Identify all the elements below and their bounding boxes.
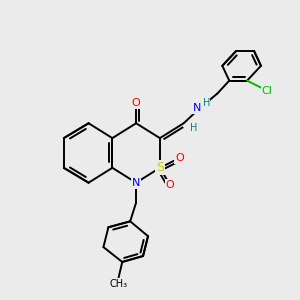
Text: CH₃: CH₃ [109, 279, 128, 289]
Text: H: H [202, 98, 210, 108]
Text: S: S [156, 161, 164, 174]
Text: N: N [193, 103, 202, 113]
Text: O: O [165, 180, 174, 190]
Text: Cl: Cl [262, 85, 272, 96]
Text: O: O [175, 153, 184, 163]
Text: H: H [190, 123, 197, 133]
Text: O: O [132, 98, 140, 108]
Text: N: N [132, 178, 140, 188]
